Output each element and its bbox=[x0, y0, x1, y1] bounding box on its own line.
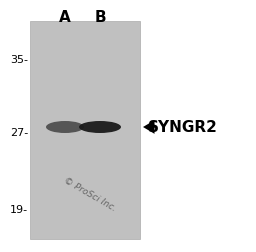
Text: B: B bbox=[94, 10, 106, 25]
Text: © ProSci Inc.: © ProSci Inc. bbox=[62, 176, 118, 213]
FancyBboxPatch shape bbox=[30, 22, 140, 239]
Text: 19-: 19- bbox=[10, 204, 28, 214]
Text: 35-: 35- bbox=[10, 55, 28, 65]
Text: A: A bbox=[59, 10, 71, 25]
Ellipse shape bbox=[46, 121, 84, 134]
Ellipse shape bbox=[79, 121, 121, 134]
Text: SYNGR2: SYNGR2 bbox=[148, 120, 218, 135]
Text: 27-: 27- bbox=[10, 128, 28, 137]
Polygon shape bbox=[143, 121, 155, 134]
